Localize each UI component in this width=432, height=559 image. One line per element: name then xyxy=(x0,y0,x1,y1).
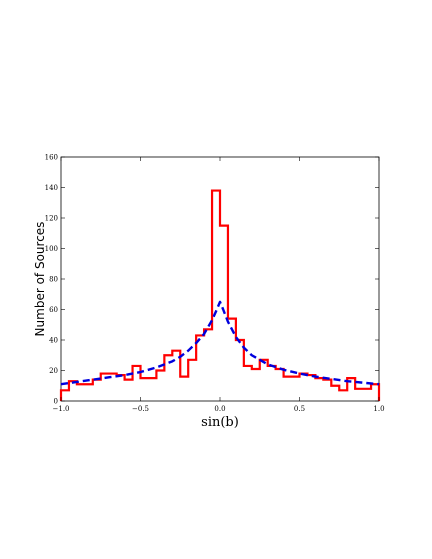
x-tick-label: 0.0 xyxy=(214,405,225,413)
x-axis-title: sin(b) xyxy=(201,415,239,430)
y-tick-label: 140 xyxy=(45,184,58,192)
x-axis-ticks: −1.0 −0.5 0.0 0.5 1.0 xyxy=(53,157,385,413)
y-tick-label: 0 xyxy=(54,398,58,406)
y-tick-label: 100 xyxy=(45,245,58,253)
y-tick-label: 160 xyxy=(45,154,58,162)
series-layer xyxy=(59,189,381,401)
fit-curve-series xyxy=(60,300,380,386)
y-axis-ticks: 0 20 40 60 80 100 120 140 160 xyxy=(45,154,379,406)
y-tick-label: 40 xyxy=(49,337,58,345)
y-axis-title: Number of Sources xyxy=(33,222,47,337)
x-tick-label: 0.5 xyxy=(294,405,305,413)
y-tick-label: 80 xyxy=(49,276,58,284)
y-tick-label: 120 xyxy=(45,215,58,223)
x-tick-label: −1.0 xyxy=(53,405,70,413)
x-tick-label: 1.0 xyxy=(373,405,384,413)
x-tick-label: −0.5 xyxy=(132,405,149,413)
histogram-series xyxy=(59,189,381,401)
y-tick-label: 20 xyxy=(49,367,58,375)
y-tick-label: 60 xyxy=(49,306,58,314)
plot-area: −1.0 −0.5 0.0 0.5 1.0 0 20 40 60 80 100 120 140 160 xyxy=(45,154,385,414)
